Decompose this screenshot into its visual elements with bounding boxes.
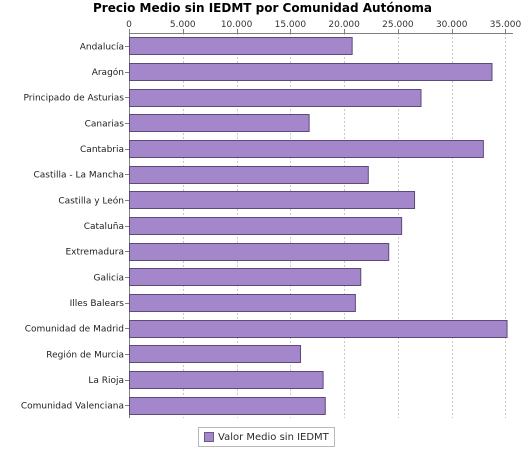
bar — [129, 243, 390, 261]
category-label: Andalucía — [80, 42, 124, 52]
bar — [129, 397, 326, 415]
category-label: Extremadura — [66, 248, 125, 258]
x-tick-label: 0 — [126, 20, 132, 30]
bar — [129, 217, 403, 235]
bar — [129, 140, 484, 158]
x-tick-label: 35.000 — [490, 20, 522, 30]
x-tick-label: 30.000 — [436, 20, 468, 30]
category-label: Principado de Asturias — [23, 94, 124, 104]
x-tick-label: 15.000 — [275, 20, 307, 30]
category-label: Castilla y León — [58, 195, 124, 206]
legend: Valor Medio sin IEDMT — [198, 427, 335, 447]
bar — [129, 166, 369, 184]
bar — [129, 63, 493, 81]
category-label: Cantabria — [80, 145, 124, 155]
bar — [129, 37, 353, 55]
category-label: Castilla - La Mancha — [33, 171, 124, 181]
category-label: La Rioja — [88, 376, 124, 386]
x-tick-label: 25.000 — [382, 20, 414, 30]
category-label: Canarias — [85, 119, 125, 129]
category-label: Cataluña — [84, 222, 124, 232]
bar — [129, 320, 508, 338]
x-tick-label: 20.000 — [328, 20, 360, 30]
category-label: Región de Murcia — [46, 349, 124, 360]
bar — [129, 114, 310, 132]
category-label: Comunidad Valenciana — [21, 402, 124, 412]
x-tick-label: 5.000 — [170, 20, 196, 30]
bar — [129, 371, 324, 389]
x-tick-label: 10.000 — [221, 20, 253, 30]
bar — [129, 268, 362, 286]
category-label: Illes Balears — [70, 299, 125, 309]
category-label: Galicia — [94, 273, 124, 283]
chart-title: Precio Medio sin IEDMT por Comunidad Aut… — [93, 1, 432, 15]
bar — [129, 294, 356, 312]
bar — [129, 345, 302, 363]
legend-swatch — [204, 432, 214, 442]
bar — [129, 89, 422, 107]
legend-label: Valor Medio sin IEDMT — [218, 431, 329, 443]
category-label: Comunidad de Madrid — [25, 325, 124, 335]
bar — [129, 191, 416, 209]
category-label: Aragón — [92, 67, 124, 78]
